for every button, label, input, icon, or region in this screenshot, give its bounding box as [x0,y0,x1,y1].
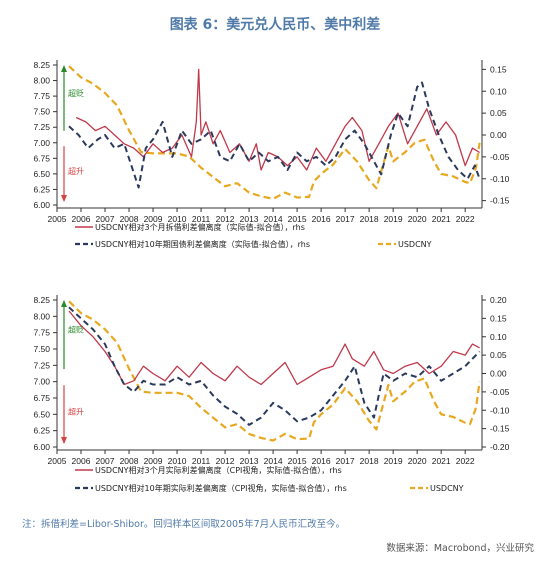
left-tick-label: 8.25 [33,60,50,70]
series-line-libor [75,68,480,171]
left-tick-label: 6.00 [33,200,50,210]
annotation-up: 超贬 [68,324,84,334]
up-arrow-head [61,300,67,307]
x-tick-label: 2021 [432,456,451,466]
x-tick-label: 2016 [312,456,331,466]
left-tick-label: 6.50 [33,409,50,419]
left-tick-label: 7.75 [33,328,50,338]
x-tick-label: 2012 [216,456,235,466]
x-tick-label: 2007 [96,456,115,466]
x-tick-label: 2020 [408,214,427,224]
annotation-down: 超升 [68,166,84,176]
left-tick-label: 6.25 [33,426,50,436]
right-tick-label: -0.15 [490,424,510,434]
right-tick-label: -0.20 [490,442,510,452]
footnote: 注：拆借利差=Libor-Shibor。回归样本区间取2005年7月人民币汇改至… [22,519,346,530]
right-tick-label: 0.15 [490,64,507,74]
legend-label: USDCNY相对10年期实际利差偏离度（CPI视角，实际值-拟合值），rhs [95,483,347,493]
x-tick-label: 2006 [72,214,91,224]
left-tick-label: 7.00 [33,138,50,148]
series-line-bond [68,81,481,189]
x-tick-label: 2019 [384,214,403,224]
x-tick-label: 2013 [240,214,259,224]
series-line-usdcny [68,300,481,442]
right-tick-label: -0.10 [490,405,510,415]
right-tick-label: -0.05 [490,387,510,397]
legend-label: USDCNY相对3个月拆借利差偏离度（实际值-拟合值），rhs [95,222,305,232]
x-tick-label: 2018 [360,456,379,466]
x-tick-label: 2011 [192,214,211,224]
right-tick-label: -0.15 [490,196,510,206]
up-arrow-head [61,65,67,72]
x-tick-label: 2009 [144,456,163,466]
x-tick-label: 2005 [48,456,67,466]
series-line-real3m [68,310,480,386]
annotation-down: 超升 [68,407,84,417]
x-tick-label: 2017 [336,456,355,466]
source-text: 数据来源：Macrobond，兴业研究 [386,543,534,554]
bottom-chart: 8.25 8.00 7.75 7.50 7.25 7.00 6.75 6.50 6.25 6.00… [33,295,510,493]
left-tick-label: 7.75 [33,91,50,101]
down-arrow-head [61,195,67,202]
x-tick-label: 2013 [240,456,259,466]
x-tick-label: 2015 [288,456,307,466]
left-tick-label: 7.50 [33,344,50,354]
x-tick-label: 2021 [432,214,451,224]
x-tick-label: 2014 [264,214,283,224]
right-tick-label: 0.00 [490,130,507,140]
legend-label: USDCNY [430,484,464,493]
left-tick-label: 8.00 [33,311,50,321]
left-tick-label: 7.50 [33,107,50,117]
x-tick-label: 2017 [336,214,355,224]
left-tick-label: 6.50 [33,169,50,179]
right-tick-label: 0.05 [490,350,507,360]
left-tick-label: 8.00 [33,76,50,86]
right-tick-label: 0.10 [490,86,507,96]
left-tick-label: 6.00 [33,442,50,452]
x-tick-label: 2009 [144,214,163,224]
legend-label: USDCNY相对3个月实际利差偏离度（CPI视角，实际值-拟合值），rhs [95,465,342,475]
left-tick-label: 7.25 [33,360,50,370]
x-tick-label: 2007 [96,214,115,224]
left-tick-label: 6.75 [33,393,50,403]
right-tick-label: 0.10 [490,332,507,342]
annotation-up: 超贬 [68,88,84,98]
right-tick-label: 0.20 [490,295,507,305]
x-tick-label: 2022 [456,456,475,466]
left-tick-label: 7.25 [33,122,50,132]
x-tick-label: 2022 [456,214,475,224]
series-line-real10y [68,306,481,426]
top-chart: 8.25 8.00 7.75 7.50 7.25 7.00 6.75 6.50 6.25 6.00… [33,60,510,249]
right-tick-label: 0.00 [490,369,507,379]
x-tick-label: 2016 [312,214,331,224]
chart-title: 图表 6：美元兑人民币、美中利差 [169,17,381,33]
x-tick-label: 2020 [408,456,427,466]
left-tick-label: 8.25 [33,295,50,305]
x-tick-label: 2018 [360,214,379,224]
x-tick-label: 2005 [48,214,67,224]
x-tick-label: 2015 [288,214,307,224]
legend-label: USDCNY [398,240,432,249]
x-tick-label: 2008 [120,214,139,224]
x-tick-label: 2008 [120,456,139,466]
left-tick-label: 6.75 [33,153,50,163]
left-tick-label: 7.00 [33,377,50,387]
x-tick-label: 2006 [72,456,91,466]
x-tick-label: 2014 [264,456,283,466]
right-tick-label: 0.05 [490,108,507,118]
x-tick-label: 2012 [216,214,235,224]
x-tick-label: 2010 [168,214,187,224]
down-arrow-head [61,437,67,444]
series-line-usdcny [68,65,481,200]
x-tick-label: 2010 [168,456,187,466]
left-tick-label: 6.25 [33,184,50,194]
right-tick-label: -0.05 [490,152,510,162]
x-tick-label: 2019 [384,456,403,466]
right-tick-label: -0.10 [490,174,510,184]
x-tick-label: 2011 [192,456,211,466]
legend-label: USDCNY相对10年期国债利差偏离度（实际值-拟合值），rhs [95,239,310,249]
right-tick-label: 0.15 [490,313,507,323]
